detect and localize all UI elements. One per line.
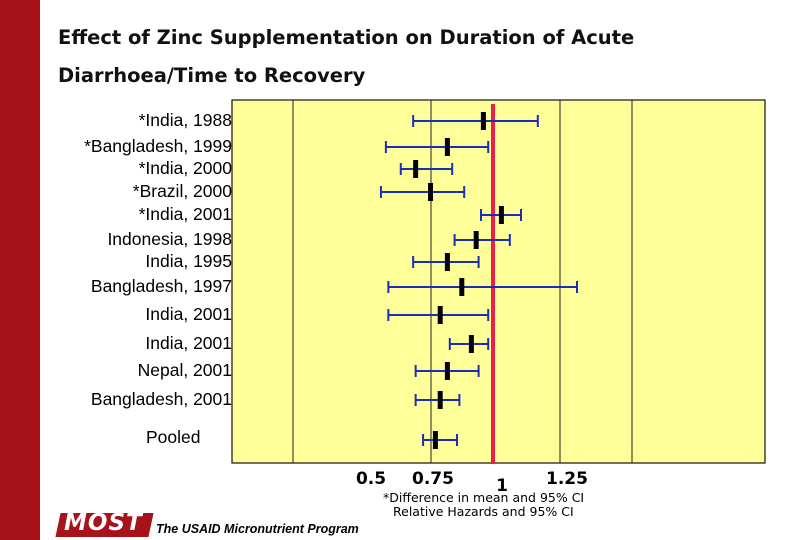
pooled-estimate-0 xyxy=(432,431,438,449)
study-estimate-1 xyxy=(444,138,450,156)
study-label: *India, 2000 xyxy=(138,158,232,178)
x-tick-label-1: 0.75 xyxy=(412,469,454,489)
study-label: India, 2001 xyxy=(145,333,232,353)
study-estimate-3 xyxy=(428,183,434,201)
study-label: *Bangladesh, 1999 xyxy=(84,136,232,156)
study-estimate-9 xyxy=(468,335,474,353)
program-name: The USAID Micronutrient Program xyxy=(156,522,359,536)
study-label: Nepal, 2001 xyxy=(137,360,232,380)
study-label: *India, 2001 xyxy=(138,204,232,224)
study-estimate-7 xyxy=(459,278,465,296)
study-label: Bangladesh, 2001 xyxy=(90,389,232,409)
x-tick-label-2: 1 xyxy=(496,476,508,496)
plot-area xyxy=(231,99,766,464)
study-label: *India, 1988 xyxy=(138,110,232,130)
study-label: India, 2001 xyxy=(145,304,232,324)
study-estimate-6 xyxy=(444,253,450,271)
x-tick-label-3: 1.25 xyxy=(546,469,588,489)
chart-title-line2: Diarrhoea/Time to Recovery xyxy=(58,64,366,87)
footnote-line2: Relative Hazards and 95% CI xyxy=(393,504,574,519)
footnote-line1: *Difference in mean and 95% CI xyxy=(383,490,585,505)
study-estimate-11 xyxy=(437,391,443,409)
study-estimate-10 xyxy=(444,362,450,380)
study-estimate-4 xyxy=(498,206,504,224)
x-tick-label-0: 0.5 xyxy=(356,469,386,489)
study-label: Bangladesh, 1997 xyxy=(90,276,232,296)
study-label: *Brazil, 2000 xyxy=(132,181,232,201)
left-accent-bar xyxy=(0,0,40,540)
pooled-label: Pooled xyxy=(146,427,201,447)
study-estimate-8 xyxy=(437,306,443,324)
study-label: India, 1995 xyxy=(145,251,232,271)
study-estimate-5 xyxy=(473,231,479,249)
study-label: Indonesia, 1998 xyxy=(107,229,232,249)
study-estimate-2 xyxy=(413,160,419,178)
chart-title-line1: Effect of Zinc Supplementation on Durati… xyxy=(58,26,635,49)
most-logo-text: MOST xyxy=(64,510,143,536)
study-estimate-0 xyxy=(480,112,486,130)
